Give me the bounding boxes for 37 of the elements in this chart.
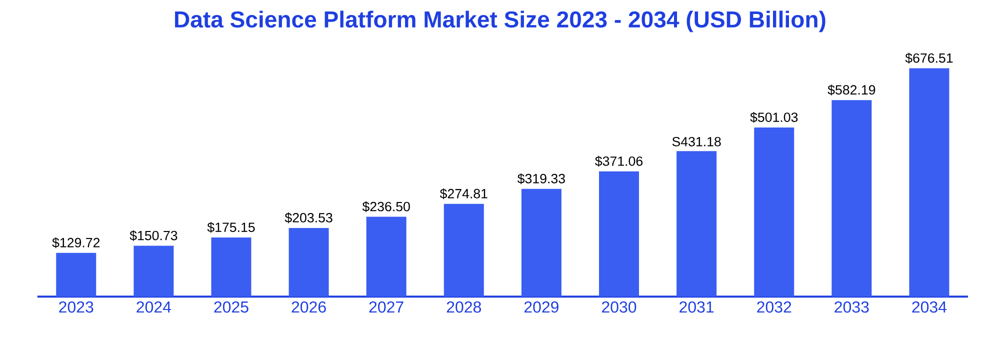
data-label: $203.53 <box>284 212 332 224</box>
x-tick-label: 2027 <box>369 301 404 313</box>
x-tick-label: 2029 <box>524 301 558 313</box>
bar <box>521 188 562 297</box>
data-label: $274.81 <box>440 188 488 200</box>
x-tick-label: 2030 <box>602 301 636 313</box>
bar <box>366 216 406 297</box>
chart-title: Data Science Platform Market Size 2023 - 2034 (USD Billion) <box>175 10 826 32</box>
x-tick-label: 2025 <box>214 301 248 313</box>
data-label: $371.06 <box>595 156 643 167</box>
data-label: S431.18 <box>672 136 721 146</box>
x-tick-label: 2024 <box>136 301 171 313</box>
x-tick-label: 2028 <box>446 301 481 313</box>
bar <box>134 246 174 297</box>
bar <box>56 252 96 297</box>
data-label: $676.51 <box>905 52 953 64</box>
data-label: $319.33 <box>517 173 565 184</box>
x-tick-label: 2023 <box>59 301 94 313</box>
x-tick-label: 2026 <box>292 301 326 313</box>
bar <box>288 228 329 297</box>
x-tick-label: 2034 <box>912 301 947 313</box>
bar <box>211 238 252 297</box>
bar <box>599 171 639 297</box>
x-tick-label: 2031 <box>680 301 714 313</box>
data-label: $582.19 <box>828 84 876 96</box>
data-label: $129.72 <box>52 237 100 248</box>
data-label: $501.03 <box>750 112 798 123</box>
x-tick-label: 2032 <box>757 301 792 313</box>
bar <box>676 151 717 297</box>
bar <box>832 100 872 297</box>
x-tick-label: 2033 <box>834 301 869 313</box>
bar <box>909 68 950 297</box>
bar <box>444 204 484 297</box>
data-label: $236.50 <box>362 201 410 212</box>
data-label: $175.15 <box>207 222 255 233</box>
bar <box>754 128 794 297</box>
data-label: $150.73 <box>130 230 178 242</box>
